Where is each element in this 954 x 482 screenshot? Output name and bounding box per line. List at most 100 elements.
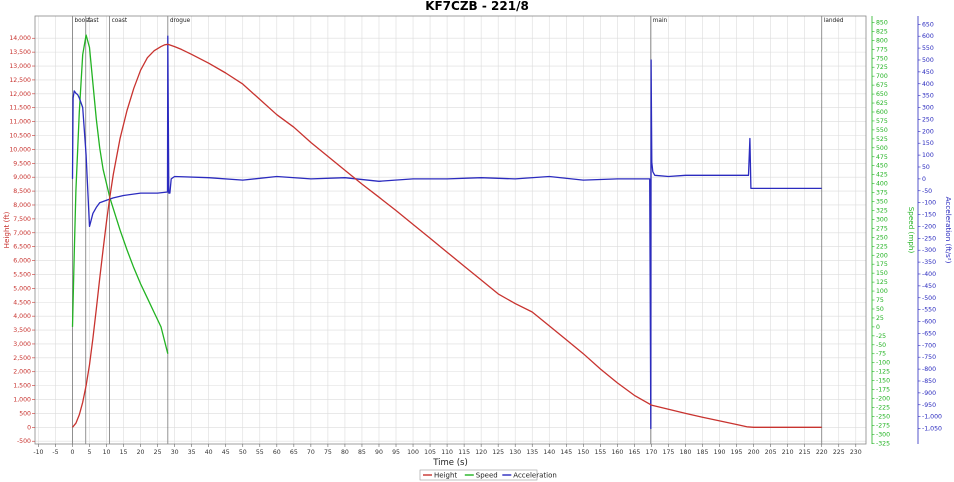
speed-tick-label: 75 — [876, 297, 884, 304]
height-tick-label: 2,500 — [13, 355, 31, 362]
speed-tick-label: 150 — [876, 270, 888, 277]
acceleration-tick-label: -300 — [922, 247, 936, 254]
speed-tick-label: 275 — [876, 225, 888, 232]
height-tick-label: 4,500 — [13, 299, 31, 306]
x-tick-label: 5 — [88, 449, 92, 456]
speed-tick-label: -325 — [876, 440, 890, 447]
chart-title: KF7CZB - 221/8 — [425, 0, 529, 13]
series-lines — [71, 34, 822, 430]
acceleration-axis-label: Acceleration (ft/s²) — [944, 197, 953, 264]
speed-tick-label: 250 — [876, 234, 888, 241]
acceleration-tick-label: 300 — [922, 105, 934, 112]
height-tick-label: 7,000 — [13, 230, 31, 237]
acceleration-tick-label: 100 — [922, 152, 934, 159]
height-tick-label: 12,500 — [9, 77, 31, 84]
x-tick-label: 180 — [680, 449, 692, 456]
speed-tick-label: 300 — [876, 216, 888, 223]
speed-tick-label: 175 — [876, 261, 888, 268]
acceleration-tick-label: -100 — [922, 200, 936, 207]
acceleration-tick-label: -700 — [922, 342, 936, 349]
acceleration-tick-label: -350 — [922, 259, 936, 266]
legend-label: Height — [434, 472, 457, 480]
height-axis-label: Height (ft) — [2, 211, 11, 248]
height-tick-label: 13,000 — [9, 63, 31, 70]
height-tick-label: 8,000 — [13, 202, 31, 209]
height-tick-label: 0 — [27, 424, 31, 431]
x-tick-label: 60 — [273, 449, 281, 456]
acceleration-tick-label: 0 — [922, 176, 926, 183]
acceleration-tick-label: 200 — [922, 128, 934, 135]
speed-tick-label: -225 — [876, 404, 890, 411]
x-tick-label: 45 — [222, 449, 230, 456]
speed-axis-label: Speed (mph) — [907, 207, 916, 254]
speed-tick-label: 50 — [876, 306, 884, 313]
x-tick-label: -10 — [33, 449, 43, 456]
x-tick-label: 95 — [392, 449, 400, 456]
speed-tick-label: 25 — [876, 315, 884, 322]
x-tick-label: 10 — [103, 449, 111, 456]
speed-tick-label: 350 — [876, 199, 888, 206]
x-tick-label: 105 — [424, 449, 436, 456]
speed-tick-label: 225 — [876, 243, 888, 250]
axes: -10 -5 0 5 10 15 20 25 30 35 40 45 50 55 60 65 70 75 80 85 9… — [9, 16, 942, 456]
x-tick-label: 175 — [663, 449, 675, 456]
height-tick-label: 9,000 — [13, 174, 31, 181]
speed-tick-label: -25 — [876, 333, 886, 340]
acceleration-tick-label: 600 — [922, 33, 934, 40]
x-tick-label: 15 — [120, 449, 128, 456]
acceleration-tick-label: -800 — [922, 366, 936, 373]
height-tick-label: 4,000 — [13, 313, 31, 320]
speed-tick-label: -275 — [876, 422, 890, 429]
x-tick-label: 230 — [850, 449, 862, 456]
x-tick-label: 200 — [748, 449, 760, 456]
height-tick-label: 1,000 — [13, 397, 31, 404]
x-tick-label: 170 — [646, 449, 658, 456]
event-label: fast — [88, 18, 100, 24]
event-label: main — [653, 18, 668, 24]
x-tick-label: 120 — [475, 449, 487, 456]
x-tick-label: 30 — [171, 449, 179, 456]
series-line-height — [71, 43, 822, 428]
x-tick-label: -5 — [52, 449, 58, 456]
acceleration-tick-label: 450 — [922, 69, 934, 76]
speed-tick-label: 375 — [876, 190, 888, 197]
acceleration-tick-label: -750 — [922, 354, 936, 361]
height-tick-label: 5,000 — [13, 285, 31, 292]
acceleration-tick-label: -400 — [922, 271, 936, 278]
height-tick-label: 5,500 — [13, 271, 31, 278]
height-tick-label: 500 — [19, 410, 31, 417]
height-tick-label: 2,000 — [13, 369, 31, 376]
speed-tick-label: 400 — [876, 181, 888, 188]
acceleration-tick-label: 350 — [922, 93, 934, 100]
speed-tick-label: -75 — [876, 351, 886, 358]
x-tick-label: 160 — [611, 449, 623, 456]
height-tick-label: 10,000 — [9, 146, 31, 153]
plot-frame — [34, 15, 867, 445]
x-tick-label: 100 — [407, 449, 419, 456]
speed-tick-label: 800 — [876, 37, 888, 44]
acceleration-tick-label: -650 — [922, 330, 936, 337]
speed-tick-label: 450 — [876, 163, 888, 170]
x-tick-label: 55 — [256, 449, 264, 456]
acceleration-tick-label: 400 — [922, 81, 934, 88]
height-tick-label: 1,500 — [13, 383, 31, 390]
height-tick-label: 10,500 — [9, 133, 31, 140]
height-tick-label: 9,500 — [13, 160, 31, 167]
acceleration-tick-label: 550 — [922, 45, 934, 52]
legend-label: Acceleration — [513, 472, 557, 480]
acceleration-tick-label: -150 — [922, 212, 936, 219]
speed-tick-label: 100 — [876, 288, 888, 295]
x-tick-label: 20 — [137, 449, 145, 456]
speed-tick-label: 775 — [876, 46, 888, 53]
acceleration-tick-label: -500 — [922, 295, 936, 302]
acceleration-tick-label: -950 — [922, 402, 936, 409]
event-label: coast — [112, 18, 128, 24]
x-tick-label: 130 — [509, 449, 521, 456]
speed-tick-label: 525 — [876, 136, 888, 143]
event-label: landed — [824, 18, 844, 24]
height-tick-label: 3,500 — [13, 327, 31, 334]
height-tick-label: 7,500 — [13, 216, 31, 223]
x-tick-label: 35 — [188, 449, 196, 456]
speed-tick-label: 425 — [876, 172, 888, 179]
height-tick-label: 8,500 — [13, 188, 31, 195]
